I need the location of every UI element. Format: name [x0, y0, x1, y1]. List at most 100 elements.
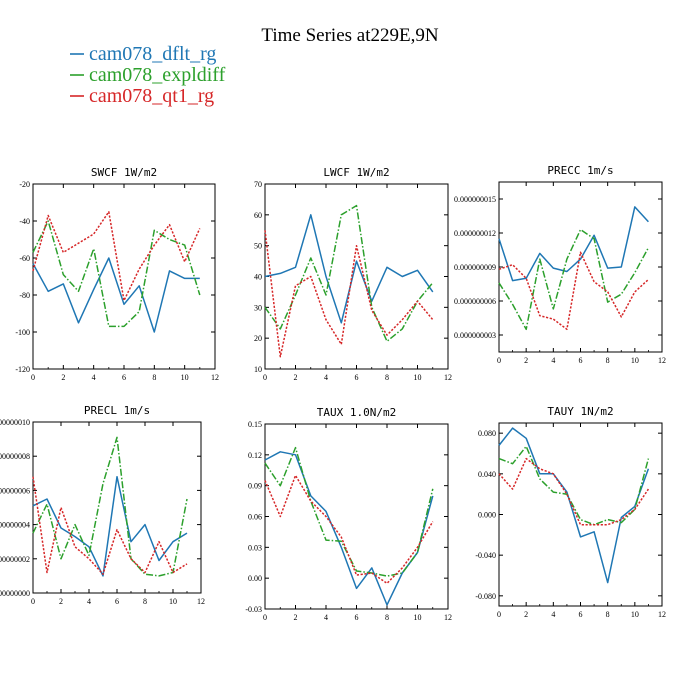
- x-tick-label: 4: [324, 613, 328, 622]
- x-tick-label: 0: [497, 356, 501, 365]
- y-tick-label: 0.000000009: [454, 263, 496, 272]
- y-tick-label: 0.000000008: [0, 452, 30, 461]
- x-tick-label: 12: [197, 597, 205, 606]
- x-tick-label: 12: [211, 373, 219, 382]
- x-tick-label: 0: [497, 610, 501, 619]
- x-tick-label: 2: [294, 373, 298, 382]
- series-line-cam078_expldiff: [264, 446, 434, 577]
- y-tick-label: 0.080: [478, 429, 496, 438]
- y-tick-label: 0.12: [248, 451, 262, 460]
- series-line-cam078_dflt_rg: [498, 427, 650, 584]
- legend-label-cam078_expldiff: cam078_expldiff: [89, 64, 226, 86]
- legend: cam078_dflt_rgcam078_expldiffcam078_qt1_…: [70, 43, 226, 107]
- y-tick-label: 0.000000006: [454, 297, 496, 306]
- x-tick-label: 12: [658, 610, 666, 619]
- y-tick-label: -0.080: [475, 592, 496, 601]
- panel-title: PRECL 1m/s: [84, 404, 150, 417]
- y-tick-label: 60: [254, 211, 262, 220]
- x-tick-label: 4: [87, 597, 91, 606]
- plot-frame: [264, 183, 449, 370]
- x-tick-label: 8: [606, 356, 610, 365]
- x-tick-label: 12: [444, 373, 452, 382]
- x-tick-label: 6: [115, 597, 119, 606]
- y-tick-label: 0.15: [248, 420, 262, 429]
- chart-panel-5: TAUX 1.0N/m2 0 2 4 6 8 10 12 -0.03 0.00 0.03 0.06 0.…: [245, 406, 452, 622]
- y-tick-label: 0.00: [248, 574, 262, 583]
- y-tick-label: -0.040: [475, 551, 496, 560]
- y-tick-label: 10: [254, 365, 262, 374]
- chart-panel-6: TAUY 1N/m2 0 2 4 6 8 10 12 -0.080 -0.040 0.000 0.04…: [475, 405, 666, 619]
- x-tick-label: 2: [61, 373, 65, 382]
- series-line-cam078_expldiff: [32, 220, 201, 328]
- series-line-cam078_qt1_rg: [264, 474, 434, 585]
- x-tick-label: 12: [444, 613, 452, 622]
- y-tick-label: 30: [254, 303, 262, 312]
- x-tick-label: 0: [31, 373, 35, 382]
- x-tick-label: 4: [324, 373, 328, 382]
- x-tick-label: 10: [181, 373, 189, 382]
- y-tick-label: 0.000000010: [0, 418, 30, 427]
- plot-frame: [264, 423, 449, 610]
- series-line-cam078_qt1_rg: [498, 457, 650, 526]
- chart-panels: SWCF 1W/m2 0 2 4 6 8 10 12 -120 -100 -80 -60 -40 -20 L…: [0, 164, 666, 622]
- x-tick-label: 8: [606, 610, 610, 619]
- y-tick-label: -0.03: [245, 605, 262, 614]
- x-tick-label: 4: [551, 356, 555, 365]
- series-line-cam078_dflt_rg: [264, 214, 434, 324]
- series-line-cam078_dflt_rg: [32, 257, 200, 333]
- series-line-cam078_dflt_rg: [498, 206, 649, 282]
- x-tick-label: 6: [355, 613, 359, 622]
- x-tick-label: 8: [143, 597, 147, 606]
- y-tick-label: 0.03: [248, 543, 262, 552]
- series-line-cam078_qt1_rg: [32, 476, 188, 575]
- y-tick-label: 50: [254, 242, 262, 251]
- series-line-cam078_dflt_rg: [264, 451, 434, 606]
- x-tick-label: 0: [263, 613, 267, 622]
- chart-panel-2: LWCF 1W/m2 0 2 4 6 8 10 12 10 20 30 40 50 60 70: [254, 166, 452, 382]
- y-tick-label: 0.06: [248, 513, 262, 522]
- y-tick-label: -80: [19, 291, 30, 300]
- y-tick-label: -60: [19, 254, 30, 263]
- x-tick-label: 8: [152, 373, 156, 382]
- x-tick-label: 12: [658, 356, 666, 365]
- panel-title: LWCF 1W/m2: [323, 166, 389, 179]
- panel-title: SWCF 1W/m2: [91, 166, 157, 179]
- plot-frame: [32, 183, 216, 370]
- y-tick-label: -120: [15, 365, 30, 374]
- x-tick-label: 6: [579, 356, 583, 365]
- series-line-cam078_expldiff: [498, 445, 650, 526]
- legend-label-cam078_dflt_rg: cam078_dflt_rg: [89, 43, 216, 65]
- series-line-cam078_qt1_rg: [264, 230, 434, 358]
- x-tick-label: 10: [631, 610, 639, 619]
- y-tick-label: -20: [19, 180, 30, 189]
- series-line-cam078_qt1_rg: [498, 251, 649, 331]
- x-tick-label: 10: [631, 356, 639, 365]
- x-tick-label: 2: [59, 597, 63, 606]
- x-tick-label: 2: [524, 610, 528, 619]
- panel-title: TAUY 1N/m2: [547, 405, 613, 418]
- y-tick-label: 0.000000004: [0, 521, 30, 530]
- x-tick-label: 2: [294, 613, 298, 622]
- y-tick-label: 0.000000006: [0, 486, 30, 495]
- y-tick-label: 0.000000015: [454, 195, 496, 204]
- y-tick-label: 70: [254, 180, 262, 189]
- plot-frame: [32, 421, 202, 594]
- panel-title: PRECC 1m/s: [547, 164, 613, 177]
- y-tick-label: 0.09: [248, 482, 262, 491]
- series-line-cam078_dflt_rg: [32, 475, 188, 577]
- y-tick-label: 20: [254, 334, 262, 343]
- x-tick-label: 0: [263, 373, 267, 382]
- figure-title: Time Series at229E,9N: [261, 25, 438, 46]
- legend-label-cam078_qt1_rg: cam078_qt1_rg: [89, 85, 214, 107]
- y-tick-label: 0.040: [478, 470, 496, 479]
- chart-panel-1: SWCF 1W/m2 0 2 4 6 8 10 12 -120 -100 -80 -60 -40 -20: [15, 166, 219, 382]
- x-tick-label: 10: [169, 597, 177, 606]
- x-tick-label: 10: [414, 613, 422, 622]
- y-tick-label: 0.000000012: [454, 229, 496, 238]
- x-tick-label: 6: [355, 373, 359, 382]
- y-tick-label: -100: [15, 328, 30, 337]
